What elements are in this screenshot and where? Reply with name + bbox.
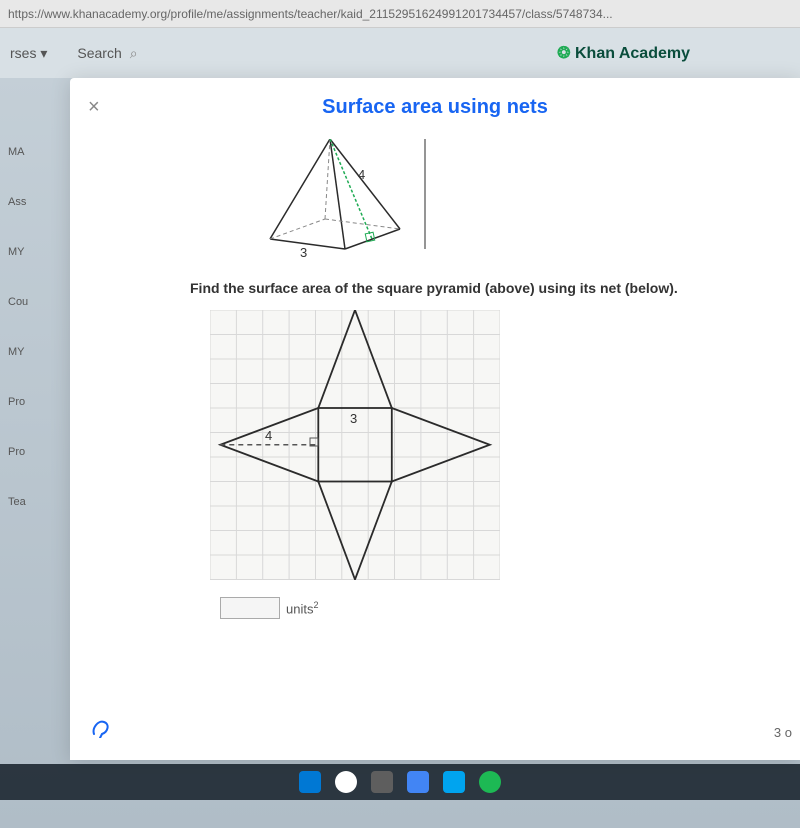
browser-address-bar: https://www.khanacademy.org/profile/me/a… (0, 0, 800, 28)
hint-icon[interactable] (90, 716, 114, 740)
taskbar-icon[interactable] (407, 771, 429, 793)
sidebar-item[interactable]: Cou (0, 288, 60, 338)
taskbar (0, 764, 800, 800)
close-button[interactable]: × (88, 96, 112, 120)
taskbar-icon[interactable] (299, 771, 321, 793)
sidebar-item[interactable]: MY (0, 338, 60, 388)
base-label: 3 (300, 245, 307, 259)
sidebar-item[interactable]: Ass (0, 188, 60, 238)
pyramid-net-figure: 4 3 (210, 310, 740, 585)
slant-label: 4 (358, 167, 365, 182)
courses-dropdown[interactable]: rses ▾ (10, 45, 47, 62)
site-logo[interactable]: ❂ Khan Academy (557, 43, 690, 63)
answer-input[interactable] (220, 597, 280, 619)
sidebar-item[interactable]: Pro (0, 438, 60, 488)
content-area: 4 3 Find the surface area of the square … (70, 139, 800, 619)
search-icon[interactable]: ⌕ (130, 45, 138, 62)
search-label[interactable]: Search (77, 45, 121, 61)
sidebar-item[interactable]: Pro (0, 388, 60, 438)
sidebar-item[interactable]: MY (0, 238, 60, 288)
net-base-label: 3 (350, 411, 357, 426)
url-text: https://www.khanacademy.org/profile/me/a… (8, 7, 613, 21)
taskbar-icon[interactable] (443, 771, 465, 793)
taskbar-icon[interactable] (479, 771, 501, 793)
modal-title: Surface area using nets (70, 78, 800, 129)
progress-label: 3 o (774, 725, 792, 740)
exercise-modal: × Surface area using nets 4 3 (70, 78, 800, 760)
pyramid-3d-figure: 4 3 (230, 139, 740, 264)
problem-prompt: Find the surface area of the square pyra… (190, 280, 740, 296)
answer-row: units2 (220, 597, 740, 619)
bg-header: rses ▾ Search ⌕ ❂ Khan Academy (0, 28, 800, 78)
bg-sidebar: MA Ass MY Cou MY Pro Pro Tea (0, 78, 60, 538)
taskbar-icon[interactable] (335, 771, 357, 793)
sidebar-item[interactable]: Tea (0, 488, 60, 538)
sidebar-item[interactable]: MA (0, 138, 60, 188)
net-height-label: 4 (265, 428, 272, 443)
taskbar-icon[interactable] (371, 771, 393, 793)
units-label: units2 (286, 600, 318, 616)
